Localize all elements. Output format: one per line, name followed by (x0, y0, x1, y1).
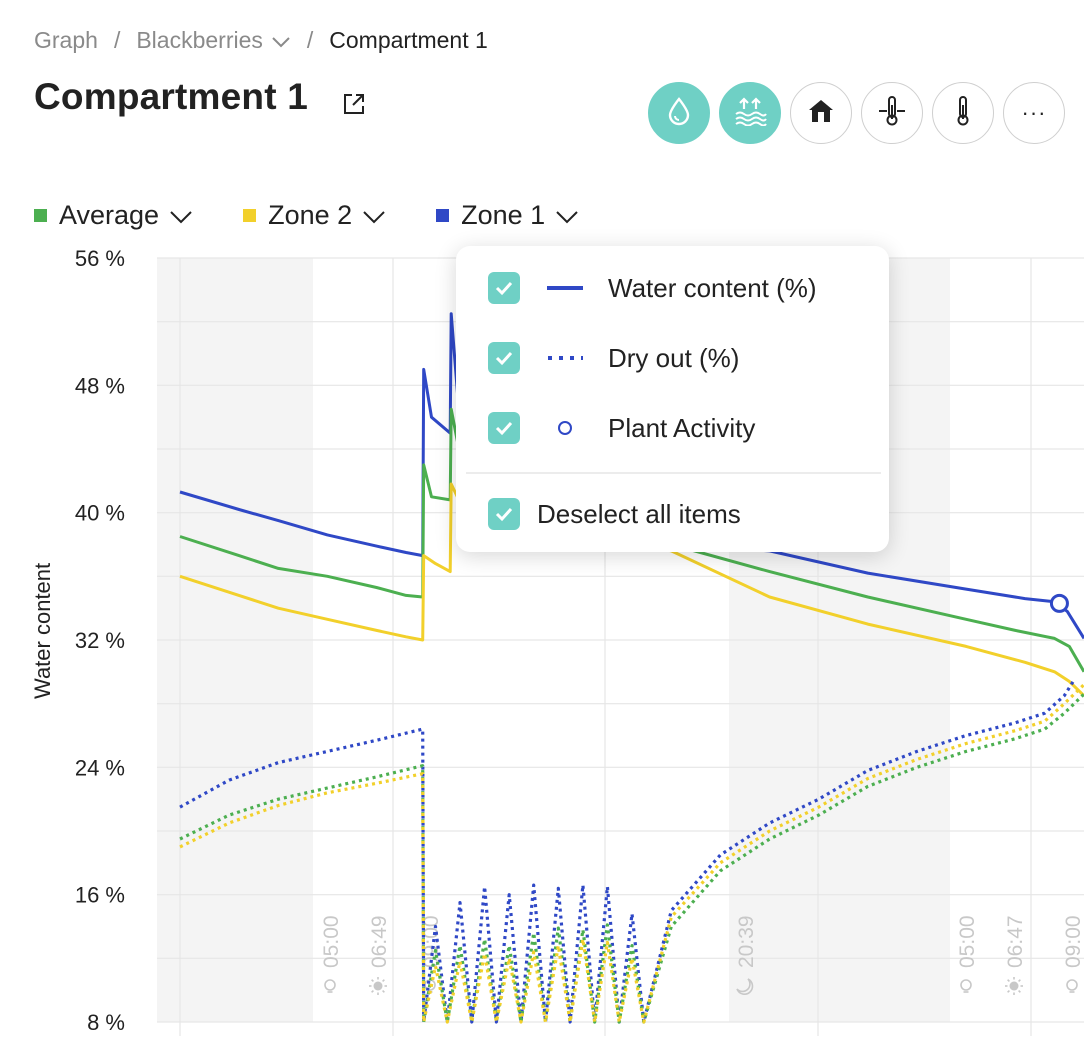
time-marker-label: 09:00 (1062, 915, 1084, 968)
greenhouse-button[interactable] (790, 82, 852, 144)
time-marker-label: 05:00 (956, 915, 979, 968)
water-content-line-zone-1 (179, 312, 1084, 640)
greenhouse-icon (807, 98, 835, 129)
solid-line-icon (542, 285, 588, 291)
time-marker-label: 06:47 (1004, 915, 1027, 968)
chevron-down-icon (169, 200, 193, 231)
breadcrumb-blackberries[interactable]: Blackberries (136, 27, 263, 53)
popup-item-label: Plant Activity (608, 412, 756, 443)
y-tick-label: 8 % (87, 1010, 125, 1035)
deselect-all-label: Deselect all items (537, 498, 741, 529)
water-content-line-average (179, 407, 1084, 673)
y-tick-label: 32 % (75, 628, 125, 653)
breadcrumb: Graph / Blackberries / Compartment 1 (34, 27, 488, 54)
legend-item-average[interactable]: Average (34, 200, 193, 231)
y-tick-label: 56 % (75, 246, 125, 271)
checkbox-water-content[interactable] (488, 272, 520, 304)
lightbulb-icon (1066, 979, 1078, 993)
time-marker: 09:00 (1062, 915, 1084, 993)
y-axis-label: Water content (30, 562, 55, 699)
legend-swatch (243, 209, 257, 222)
thermometer-icon (953, 95, 973, 132)
popup-item-dry-out[interactable]: Dry out (%) (488, 342, 739, 374)
legend-item-zone-2[interactable]: Zone 2 (243, 200, 386, 231)
more-icon: ··· (1021, 100, 1047, 125)
breadcrumb-graph[interactable]: Graph (34, 27, 98, 53)
checkbox-dry-out[interactable] (488, 342, 520, 374)
legend-label: Average (59, 200, 160, 230)
popup-divider (466, 472, 881, 474)
irrigation-button[interactable] (719, 82, 781, 144)
time-marker-label: 06:49 (368, 915, 391, 968)
moon-icon (736, 978, 754, 995)
checkmark-icon (495, 421, 513, 436)
chevron-down-icon[interactable] (271, 27, 291, 54)
zone-1-series-popup: Water content (%) Dry out (%) Plant Acti… (456, 246, 889, 552)
water-content-line-zone-2 (179, 482, 1084, 697)
legend-label: Zone 1 (461, 200, 546, 230)
sun-icon (1005, 977, 1023, 995)
popup-item-water-content[interactable]: Water content (%) (488, 272, 817, 304)
lightbulb-icon (960, 979, 972, 993)
time-marker: 06:47 (1004, 915, 1027, 995)
checkbox-deselect-all[interactable] (488, 498, 520, 530)
legend-swatch (436, 209, 450, 222)
breadcrumb-current: Compartment 1 (329, 27, 488, 53)
soil-temperature-button[interactable] (861, 82, 923, 144)
popup-item-label: Water content (%) (608, 272, 817, 303)
lightbulb-icon (324, 979, 336, 993)
external-link-icon[interactable] (342, 92, 366, 116)
time-marker-label: 05:00 (320, 915, 343, 968)
breadcrumb-separator: / (306, 27, 314, 53)
dry-out-line-zone-2 (179, 683, 1084, 1024)
chevron-down-icon (362, 200, 386, 231)
y-tick-label: 48 % (75, 373, 125, 398)
time-marker-label: 20:39 (735, 915, 758, 968)
legend-item-zone-1[interactable]: Zone 1 (436, 200, 579, 231)
toolbar: ··· (648, 82, 1065, 144)
more-options-button[interactable]: ··· (1003, 82, 1065, 144)
water-drop-icon (666, 96, 692, 131)
legend-label: Zone 2 (268, 200, 353, 230)
sun-icon (369, 977, 387, 995)
circle-marker-icon (542, 418, 588, 438)
legend-swatch (34, 209, 47, 222)
air-temperature-button[interactable] (932, 82, 994, 144)
checkmark-icon (495, 507, 513, 522)
breadcrumb-separator: / (113, 27, 121, 53)
chevron-down-icon (555, 200, 579, 231)
y-tick-label: 16 % (75, 883, 125, 908)
dry-out-line-zone-1 (179, 678, 1076, 1024)
checkmark-icon (495, 281, 513, 296)
popup-item-plant-activity[interactable]: Plant Activity (488, 412, 755, 444)
time-marker: 06:49 (368, 915, 391, 995)
time-marker: 05:00 (320, 915, 343, 993)
chart-legend: Average Zone 2 Zone 1 (34, 200, 629, 231)
time-marker: 20:39 (735, 915, 758, 995)
checkbox-plant-activity[interactable] (488, 412, 520, 444)
dotted-line-icon (542, 355, 588, 361)
water-content-button[interactable] (648, 82, 710, 144)
plant-activity-marker (1049, 593, 1069, 613)
checkmark-icon (495, 351, 513, 366)
y-tick-label: 24 % (75, 755, 125, 780)
deselect-all-item[interactable]: Deselect all items (488, 498, 741, 530)
soil-temperature-icon (877, 95, 907, 132)
time-marker: 05:00 (956, 915, 979, 993)
popup-item-label: Dry out (%) (608, 342, 740, 373)
page-title: Compartment 1 (34, 76, 308, 117)
y-tick-label: 40 % (75, 501, 125, 526)
irrigation-waves-icon (733, 96, 767, 131)
